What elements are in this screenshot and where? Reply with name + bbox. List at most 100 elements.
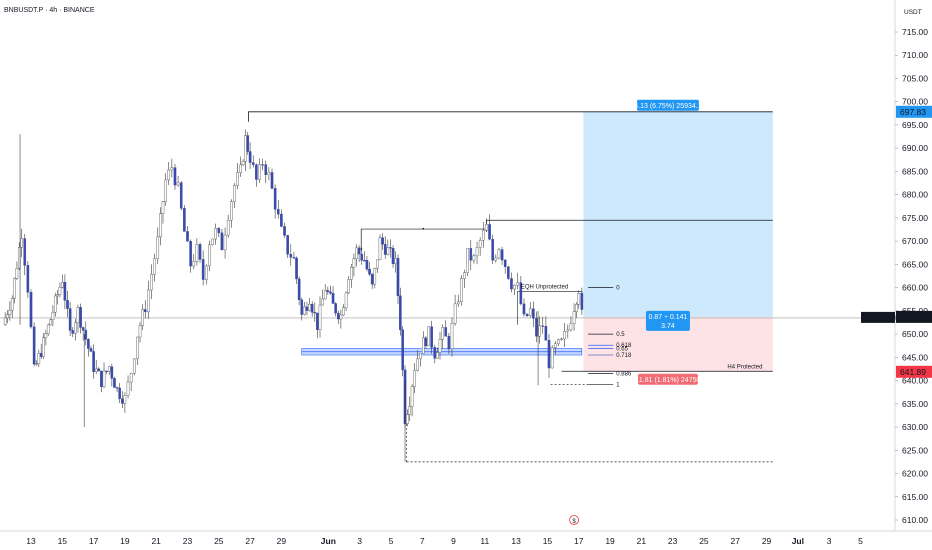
- candle-body-158: [436, 352, 439, 359]
- candle-body-131: [365, 260, 369, 270]
- candle-body-91: [255, 164, 258, 180]
- candle-body-53: [141, 309, 144, 326]
- candle-body-70: [192, 261, 196, 267]
- candle-body-156: [430, 326, 433, 348]
- candle-body-76: [211, 238, 214, 246]
- candle-body-122: [342, 307, 345, 316]
- candle-body-42: [110, 366, 114, 379]
- candle-body-83: [233, 185, 236, 202]
- price-tag-dark[interactable]: 653.70: [896, 310, 932, 323]
- candle-body-110: [310, 304, 314, 313]
- candle-body-179: [500, 249, 504, 261]
- candle-body-188: [528, 308, 532, 316]
- candle-body-203: [575, 304, 578, 312]
- fib-label-3: 0.65: [616, 347, 628, 353]
- candle-body-104: [295, 257, 298, 280]
- price-tag-red[interactable]: 641.89: [896, 365, 932, 378]
- price-axis[interactable]: [895, 0, 932, 531]
- candle-body-135: [376, 259, 379, 269]
- price-tag-text-2: 641.89: [900, 367, 926, 377]
- candle-body-137: [381, 237, 384, 245]
- y-tick-label-13: 675.00: [902, 213, 928, 223]
- candle-body-184: [516, 282, 520, 286]
- candle-body-108: [305, 306, 309, 311]
- y-tick-label-19: 705.00: [902, 73, 928, 83]
- candle-body-4: [13, 278, 16, 299]
- candle-body-26: [68, 308, 72, 331]
- x-tick-label-10: 3: [357, 536, 362, 546]
- candle-body-100: [283, 226, 286, 236]
- candle-body-161: [444, 327, 448, 337]
- target-zone: [583, 111, 773, 317]
- candle-body-129: [360, 253, 364, 261]
- x-tick-label-20: 23: [668, 536, 678, 546]
- candle-body-171: [475, 247, 479, 257]
- candle-body-58: [156, 236, 160, 259]
- candle-body-21: [56, 294, 59, 297]
- candle-body-151: [416, 358, 419, 371]
- candle-body-186: [522, 303, 526, 315]
- candle-body-80: [223, 234, 227, 251]
- current-symbol-text: BNBUSDT.P: [863, 315, 899, 322]
- candle-body-153: [421, 337, 425, 354]
- y-tick-label-12: 670.00: [902, 236, 928, 246]
- candle-body-113: [318, 304, 322, 330]
- candle-body-142: [394, 258, 397, 264]
- candle-body-67: [183, 208, 186, 232]
- candle-body-0: [3, 317, 7, 326]
- current-symbol-tag[interactable]: BNBUSDT.P: [861, 311, 899, 323]
- candle-body-155: [427, 326, 430, 347]
- candle-body-22: [58, 286, 62, 295]
- dollar-event-text: $: [572, 519, 576, 525]
- y-tick-label-21: 715.00: [902, 27, 928, 37]
- candle-body-98: [276, 209, 280, 215]
- candle-body-140: [389, 247, 392, 249]
- dollar-event-icon[interactable]: $: [569, 515, 579, 526]
- y-tick-label-0: 610.00: [902, 515, 928, 525]
- candle-body-37: [97, 368, 101, 372]
- candle-body-10: [29, 292, 33, 328]
- candle-body-102: [289, 254, 293, 258]
- candle-body-11: [32, 326, 36, 365]
- stop-label-bg: [637, 373, 698, 385]
- candle-body-57: [153, 258, 156, 275]
- candle-body-68: [186, 231, 189, 242]
- x-tick-label-21: 25: [699, 536, 709, 546]
- candle-body-120: [336, 312, 340, 320]
- price-tag-blue[interactable]: 697.83: [896, 105, 932, 118]
- candle-body-94: [264, 164, 268, 175]
- y-tick-label-14: 680.00: [902, 190, 928, 200]
- candle-body-175: [488, 224, 491, 240]
- candle-body-40: [105, 370, 108, 373]
- x-tick-label-6: 25: [214, 536, 224, 546]
- chart-pane: [0, 0, 895, 531]
- candle-body-78: [217, 228, 221, 234]
- candle-body-24: [63, 282, 67, 301]
- candle-body-202: [572, 311, 576, 325]
- candle-body-63: [170, 167, 174, 171]
- x-tick-label-11: 5: [389, 536, 394, 546]
- candle-body-33: [87, 339, 90, 349]
- candle-body-73: [201, 259, 205, 280]
- candle-body-56: [150, 274, 153, 291]
- candle-body-13: [37, 353, 41, 364]
- candle-body-86: [241, 161, 245, 165]
- candle-body-164: [453, 303, 457, 324]
- candle-body-48: [126, 381, 130, 396]
- price-tag-bg-1: [896, 310, 932, 323]
- candle-body-61: [164, 179, 167, 202]
- candle-body-85: [239, 164, 243, 173]
- x-tick-label-16: 15: [543, 536, 553, 546]
- candle-body-81: [226, 220, 230, 236]
- candle-body-166: [460, 278, 463, 302]
- candle-body-77: [214, 228, 217, 240]
- candle-body-194: [547, 340, 551, 369]
- candle-body-144: [399, 295, 402, 330]
- y-tick-label-4: 630.00: [902, 422, 928, 432]
- dollar-event-circle: [569, 515, 579, 525]
- x-tick-label-15: 13: [511, 536, 521, 546]
- candle-body-196: [553, 343, 557, 349]
- x-tick-label-24: Jul: [792, 536, 804, 546]
- candle-body-172: [478, 240, 482, 248]
